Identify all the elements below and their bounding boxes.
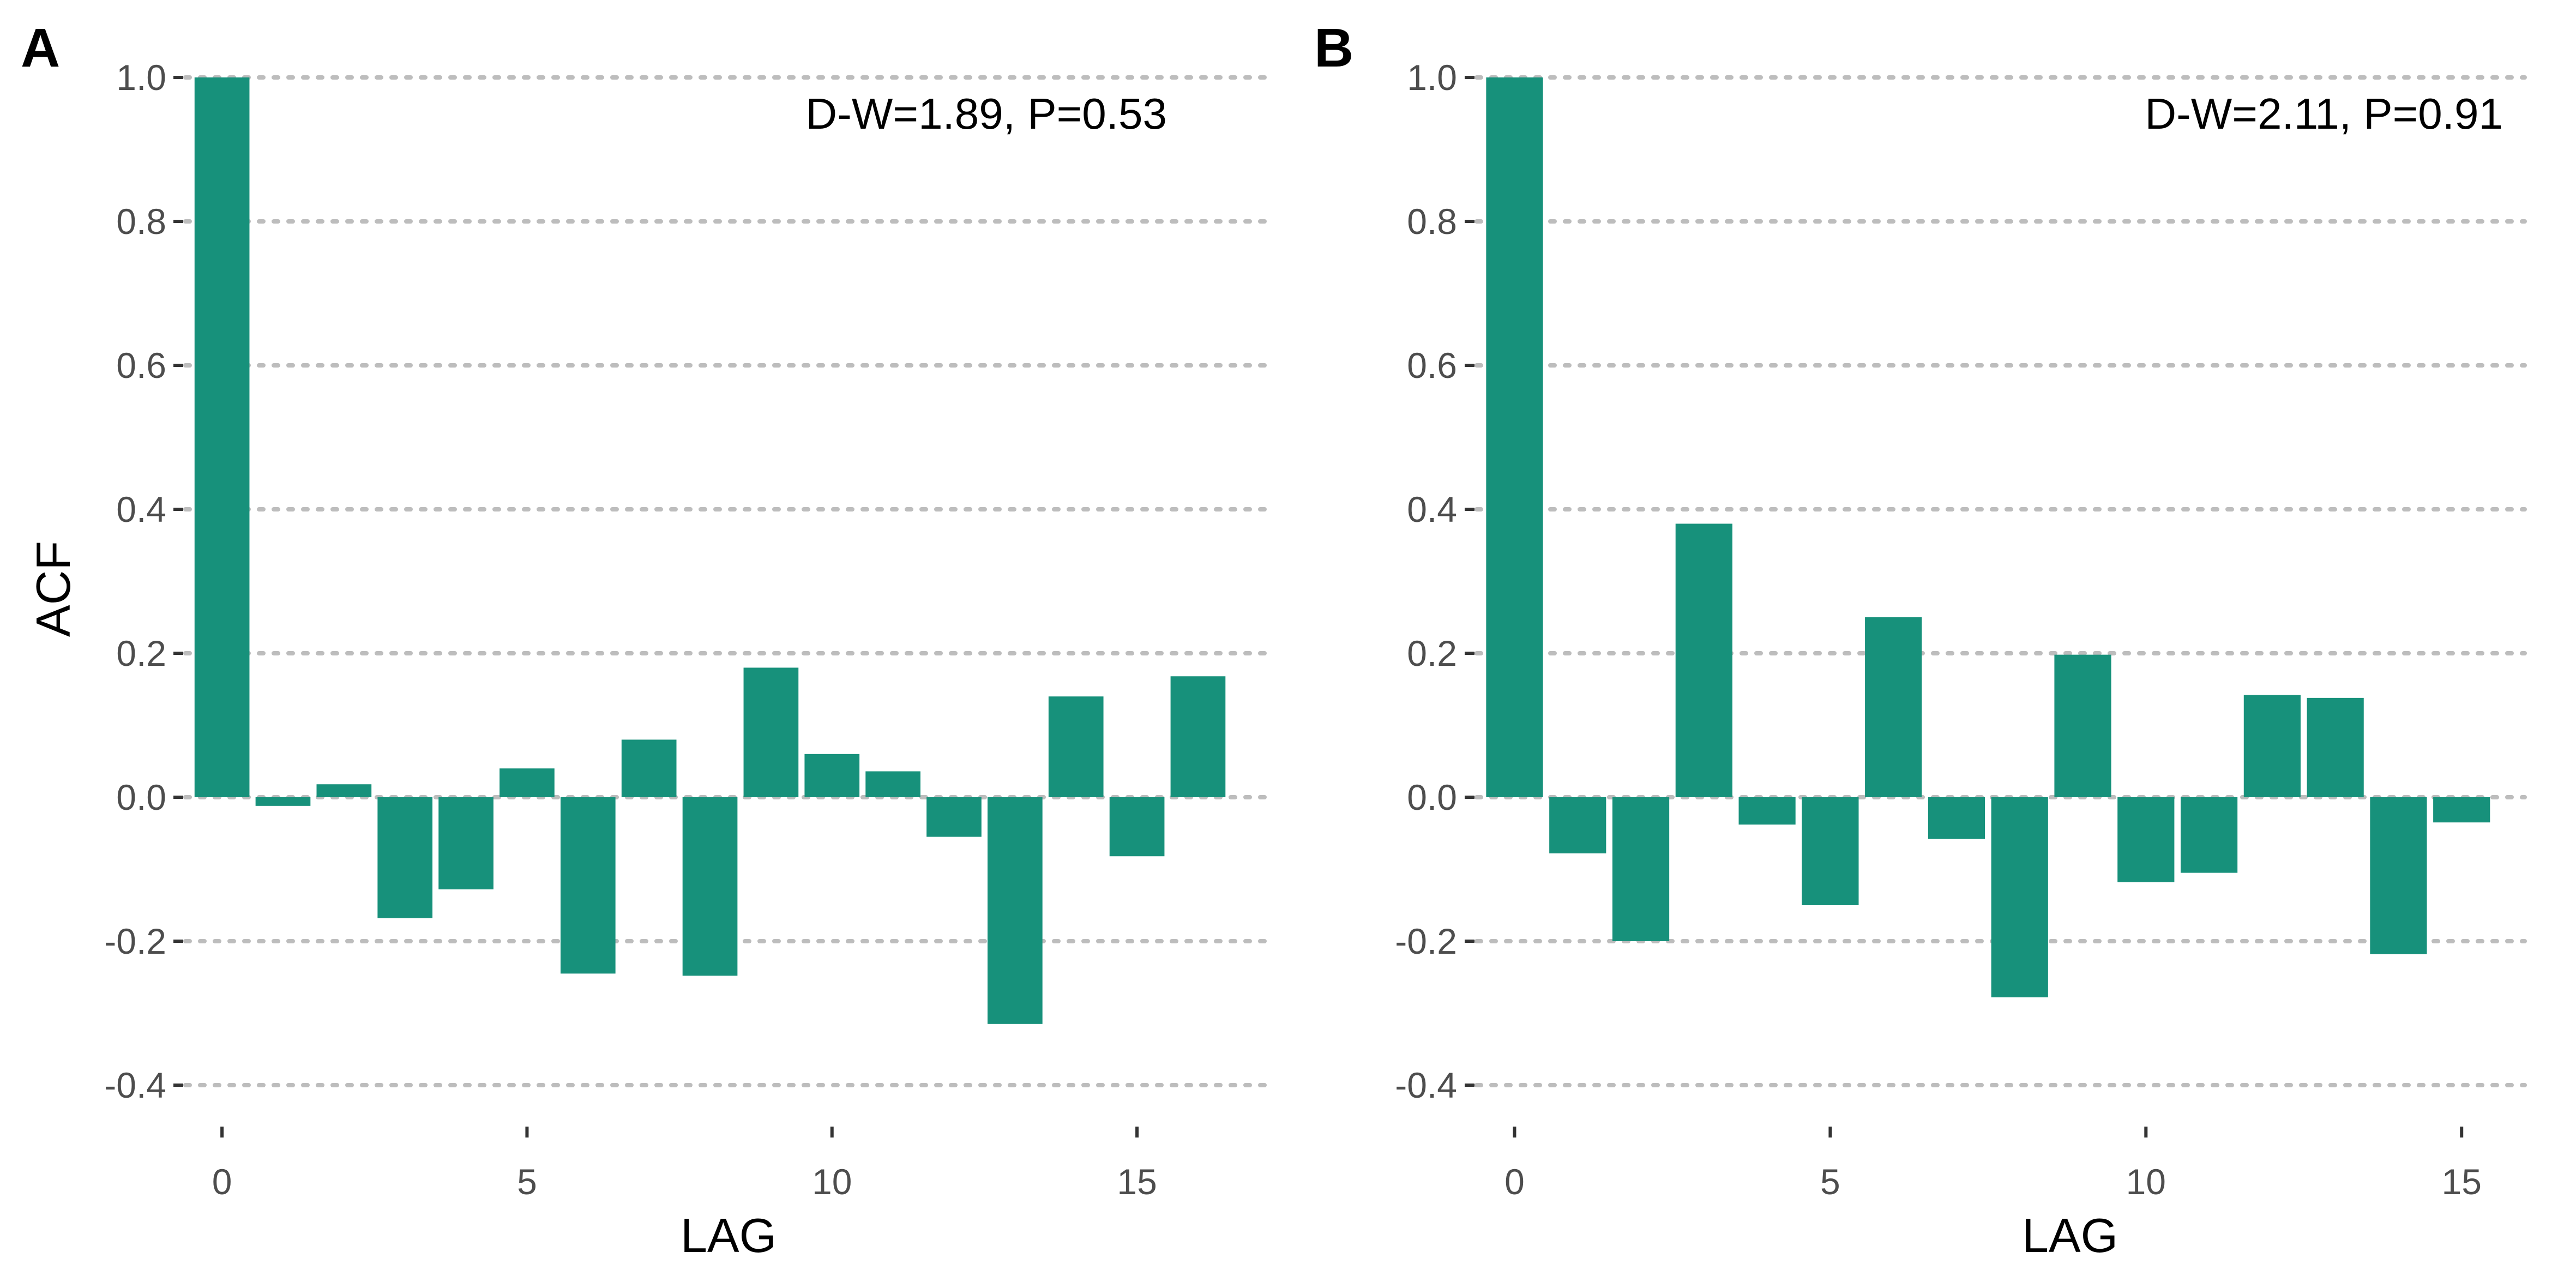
y-axis-title: ACF: [26, 541, 80, 637]
x-tick-label: 10: [812, 1161, 852, 1202]
durbin-watson-annotation: D-W=2.11, P=0.91: [2145, 89, 2503, 138]
bar-lag-14: [2370, 797, 2427, 954]
bar-lag-3: [377, 797, 433, 918]
y-gridlines: [183, 75, 1267, 1087]
bar-lag-13: [2307, 697, 2364, 797]
bar-lag-8: [682, 797, 738, 976]
bar-lag-9: [743, 667, 799, 797]
bar-lag-8: [1991, 797, 2048, 997]
y-tick-label: 0.4: [1407, 489, 1457, 529]
durbin-watson-annotation: D-W=1.89, P=0.53: [805, 89, 1167, 138]
bar-lag-6: [560, 797, 616, 974]
y-tick-label: 0.6: [116, 345, 166, 386]
bar-lag-11: [865, 771, 920, 797]
panel-label: B: [1314, 17, 1353, 79]
panel-label: A: [21, 17, 60, 79]
y-axis-ticks: -0.4 -0.2 0.0 0.2 0.4 0.6 0.8 1.0: [104, 57, 183, 1105]
bar-lag-16: [1170, 676, 1226, 797]
bar-lag-14: [1048, 696, 1104, 797]
x-axis-ticks: 0 5 10 15: [1504, 1127, 2482, 1202]
y-tick-label: -0.4: [104, 1065, 166, 1105]
bar-lag-4: [438, 797, 493, 889]
x-tick-label: 5: [1820, 1161, 1840, 1202]
x-axis-ticks: 0 5 10 15: [212, 1127, 1157, 1202]
bar-series: [194, 77, 1226, 1024]
bar-lag-0: [194, 77, 250, 797]
bar-lag-12: [2243, 695, 2301, 797]
bar-lag-1: [1549, 797, 1606, 853]
bar-lag-2: [316, 784, 372, 797]
y-axis-ticks: -0.4 -0.2 0.0 0.2 0.4 0.6 0.8 1.0: [1395, 57, 1474, 1105]
x-tick-label: 15: [2442, 1161, 2482, 1202]
x-axis-title: LAG: [681, 1208, 777, 1262]
y-tick-label: 0.0: [116, 777, 166, 817]
y-tick-label: 0.8: [1407, 201, 1457, 242]
bar-series: [1486, 77, 2490, 997]
y-tick-label: -0.2: [104, 921, 166, 961]
y-tick-label: 1.0: [1407, 57, 1457, 98]
bar-lag-4: [1738, 797, 1796, 825]
panel-a: A ACF LAG D-W=1.89, P=0.53 -0.4 -0.2 0.0 0.…: [21, 17, 1267, 1262]
bar-lag-7: [1928, 797, 1985, 839]
x-tick-label: 0: [1504, 1161, 1525, 1202]
bar-lag-10: [804, 754, 860, 797]
bar-lag-12: [926, 797, 982, 837]
bar-lag-7: [621, 739, 677, 797]
bar-lag-11: [2180, 797, 2238, 873]
panel-b: B LAG D-W=2.11, P=0.91 -0.4 -0.2 0.0 0.2 0.4…: [1314, 17, 2527, 1262]
y-tick-label: -0.4: [1395, 1065, 1457, 1105]
y-tick-label: 0.2: [1407, 633, 1457, 673]
bar-lag-5: [499, 768, 555, 797]
y-tick-label: 0.2: [116, 633, 166, 673]
y-tick-label: -0.2: [1395, 921, 1457, 961]
bar-lag-15: [1109, 797, 1165, 857]
x-tick-label: 15: [1117, 1161, 1157, 1202]
bar-lag-5: [1802, 797, 1859, 905]
bar-lag-6: [1865, 617, 1922, 797]
y-tick-label: 0.0: [1407, 777, 1457, 817]
bar-lag-9: [2054, 654, 2111, 797]
bar-lag-1: [255, 797, 311, 806]
y-tick-label: 0.6: [1407, 345, 1457, 386]
bar-lag-15: [2433, 797, 2490, 823]
y-tick-label: 0.4: [116, 489, 166, 529]
bar-lag-2: [1612, 797, 1670, 941]
x-tick-label: 10: [2126, 1161, 2166, 1202]
bar-lag-13: [988, 797, 1043, 1024]
y-tick-label: 1.0: [116, 57, 166, 98]
bar-lag-10: [2117, 797, 2175, 882]
x-tick-label: 0: [212, 1161, 232, 1202]
x-tick-label: 5: [517, 1161, 537, 1202]
y-tick-label: 0.8: [116, 201, 166, 242]
bar-lag-3: [1675, 523, 1732, 797]
bar-lag-0: [1486, 77, 1543, 797]
x-axis-title: LAG: [2022, 1208, 2118, 1262]
